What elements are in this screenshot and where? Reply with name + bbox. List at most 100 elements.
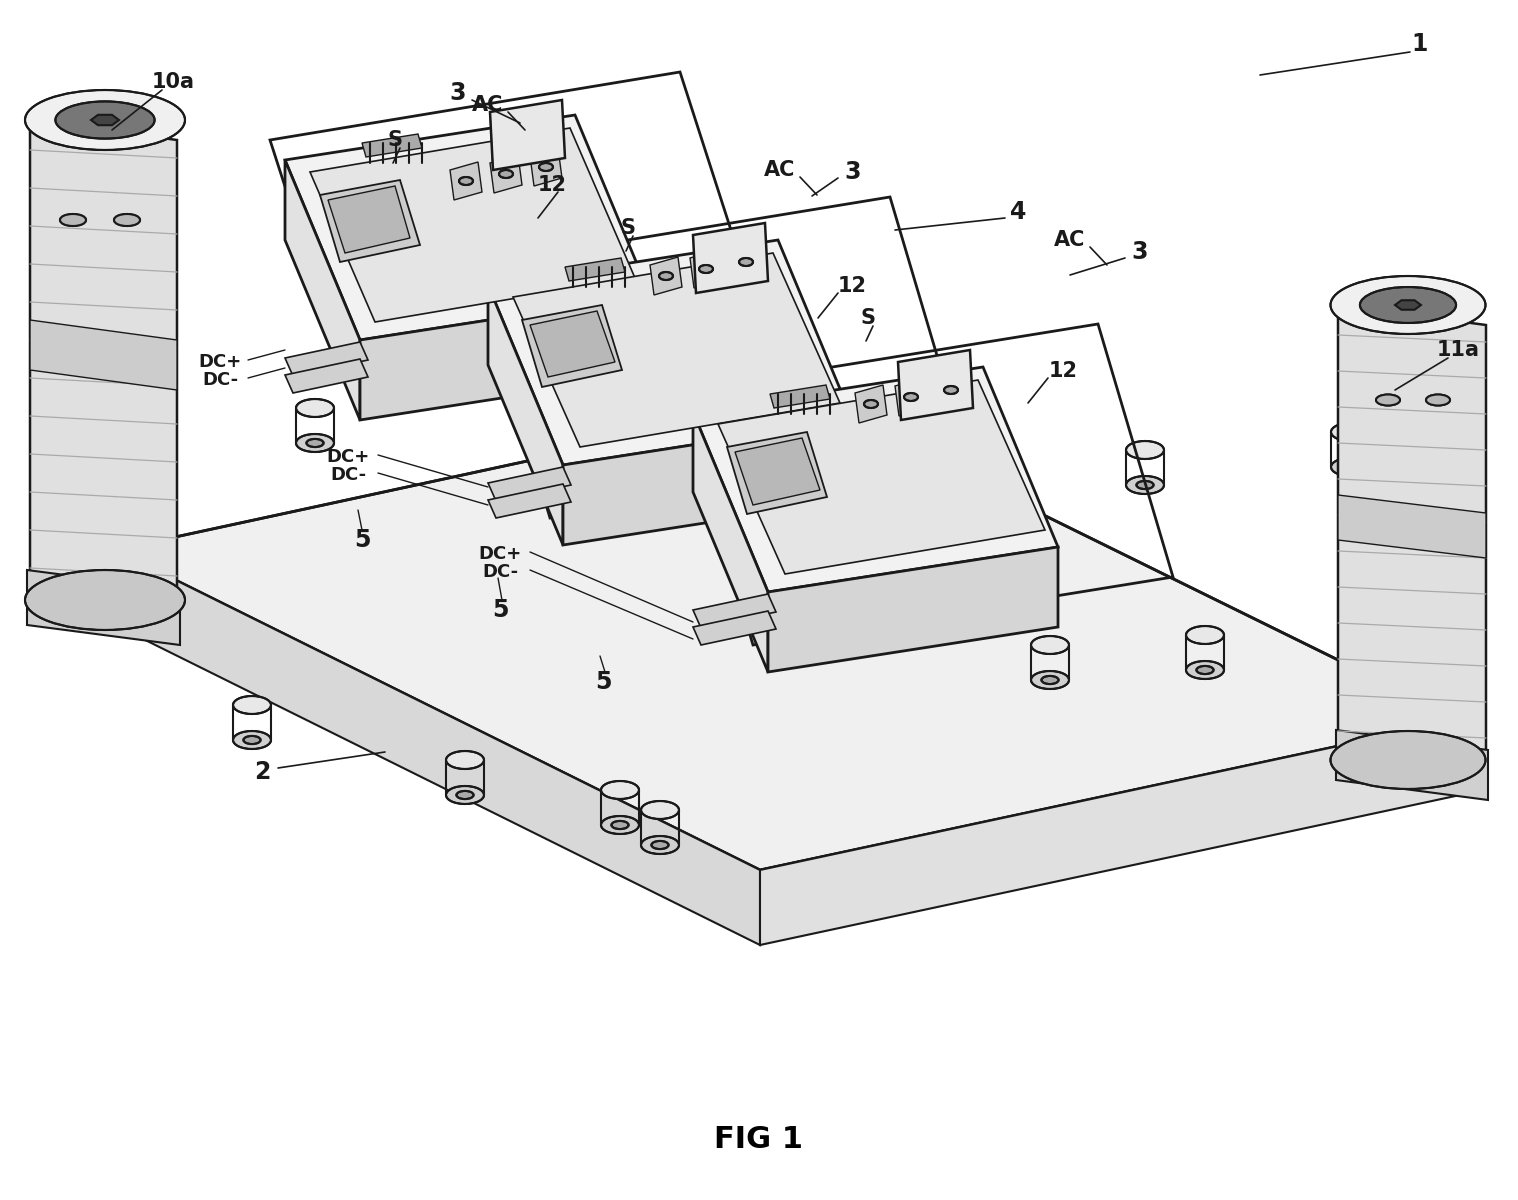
Polygon shape (360, 295, 650, 420)
Polygon shape (694, 367, 1058, 592)
Ellipse shape (296, 398, 334, 416)
Ellipse shape (24, 570, 185, 630)
Text: 5: 5 (595, 670, 612, 694)
Ellipse shape (1031, 671, 1069, 689)
Polygon shape (761, 720, 1460, 946)
Ellipse shape (1425, 395, 1450, 406)
Ellipse shape (446, 751, 484, 769)
Polygon shape (285, 115, 650, 340)
Text: 3: 3 (1132, 240, 1148, 264)
Polygon shape (27, 570, 181, 646)
Text: 10a: 10a (152, 72, 194, 92)
Ellipse shape (516, 421, 554, 439)
Ellipse shape (539, 163, 553, 170)
Ellipse shape (1137, 481, 1154, 490)
Polygon shape (115, 550, 761, 946)
Ellipse shape (905, 392, 918, 401)
Ellipse shape (651, 841, 668, 850)
Polygon shape (310, 128, 635, 322)
Ellipse shape (516, 386, 554, 404)
Ellipse shape (446, 786, 484, 804)
Ellipse shape (1186, 661, 1224, 679)
Ellipse shape (232, 696, 272, 714)
Text: 12: 12 (838, 276, 867, 296)
Polygon shape (328, 186, 410, 253)
Text: AC: AC (472, 95, 504, 115)
Ellipse shape (307, 439, 323, 448)
Ellipse shape (55, 102, 155, 138)
Text: 3: 3 (449, 80, 466, 104)
Polygon shape (487, 484, 571, 518)
Ellipse shape (1330, 276, 1486, 334)
Text: 5: 5 (354, 528, 370, 552)
Text: DC-: DC- (481, 563, 518, 581)
Polygon shape (361, 134, 422, 157)
Ellipse shape (296, 434, 334, 452)
Ellipse shape (601, 816, 639, 834)
Ellipse shape (944, 386, 958, 394)
Ellipse shape (1126, 440, 1164, 458)
Ellipse shape (232, 731, 272, 749)
Ellipse shape (641, 802, 679, 818)
Ellipse shape (243, 736, 261, 744)
Ellipse shape (1196, 666, 1213, 674)
Polygon shape (487, 284, 563, 545)
Text: 1: 1 (1412, 32, 1428, 56)
Text: 2: 2 (254, 760, 270, 784)
Ellipse shape (931, 491, 968, 509)
Ellipse shape (941, 496, 958, 504)
Polygon shape (30, 120, 178, 620)
Polygon shape (115, 400, 1460, 870)
Ellipse shape (1342, 463, 1359, 472)
Ellipse shape (457, 791, 474, 799)
Polygon shape (522, 305, 622, 386)
Polygon shape (730, 242, 762, 281)
Polygon shape (650, 257, 682, 295)
Text: DC+: DC+ (478, 545, 522, 563)
Polygon shape (768, 547, 1058, 672)
Ellipse shape (1031, 636, 1069, 654)
Polygon shape (694, 223, 768, 293)
Text: S: S (621, 218, 636, 238)
Polygon shape (1337, 305, 1486, 780)
Ellipse shape (1331, 458, 1369, 476)
Polygon shape (899, 350, 973, 420)
Ellipse shape (659, 272, 672, 280)
Polygon shape (1395, 300, 1421, 310)
Ellipse shape (1375, 395, 1400, 406)
Polygon shape (691, 250, 723, 288)
Ellipse shape (114, 214, 140, 226)
Ellipse shape (710, 404, 748, 422)
Text: AC: AC (764, 160, 795, 180)
Polygon shape (487, 467, 571, 502)
Ellipse shape (601, 781, 639, 799)
Ellipse shape (1331, 422, 1369, 440)
Polygon shape (320, 180, 420, 262)
Ellipse shape (458, 176, 474, 185)
Polygon shape (694, 412, 768, 672)
Ellipse shape (1186, 626, 1224, 644)
Ellipse shape (24, 90, 185, 150)
Text: S: S (861, 308, 876, 328)
Text: FIG 1: FIG 1 (715, 1126, 803, 1154)
Polygon shape (513, 253, 839, 446)
Polygon shape (896, 378, 927, 416)
Polygon shape (935, 371, 967, 409)
Text: DC+: DC+ (199, 353, 241, 371)
Ellipse shape (864, 400, 877, 408)
Ellipse shape (698, 265, 713, 272)
Ellipse shape (931, 456, 968, 474)
Ellipse shape (499, 170, 513, 178)
Text: 12: 12 (537, 175, 566, 194)
Ellipse shape (1041, 676, 1058, 684)
Ellipse shape (1126, 476, 1164, 494)
Polygon shape (855, 385, 887, 422)
Ellipse shape (612, 821, 628, 829)
Polygon shape (285, 160, 360, 420)
Text: 5: 5 (492, 598, 509, 622)
Text: 4: 4 (1009, 200, 1026, 224)
Text: S: S (387, 130, 402, 150)
Ellipse shape (641, 836, 679, 854)
Ellipse shape (1330, 731, 1486, 790)
Text: 3: 3 (844, 160, 861, 184)
